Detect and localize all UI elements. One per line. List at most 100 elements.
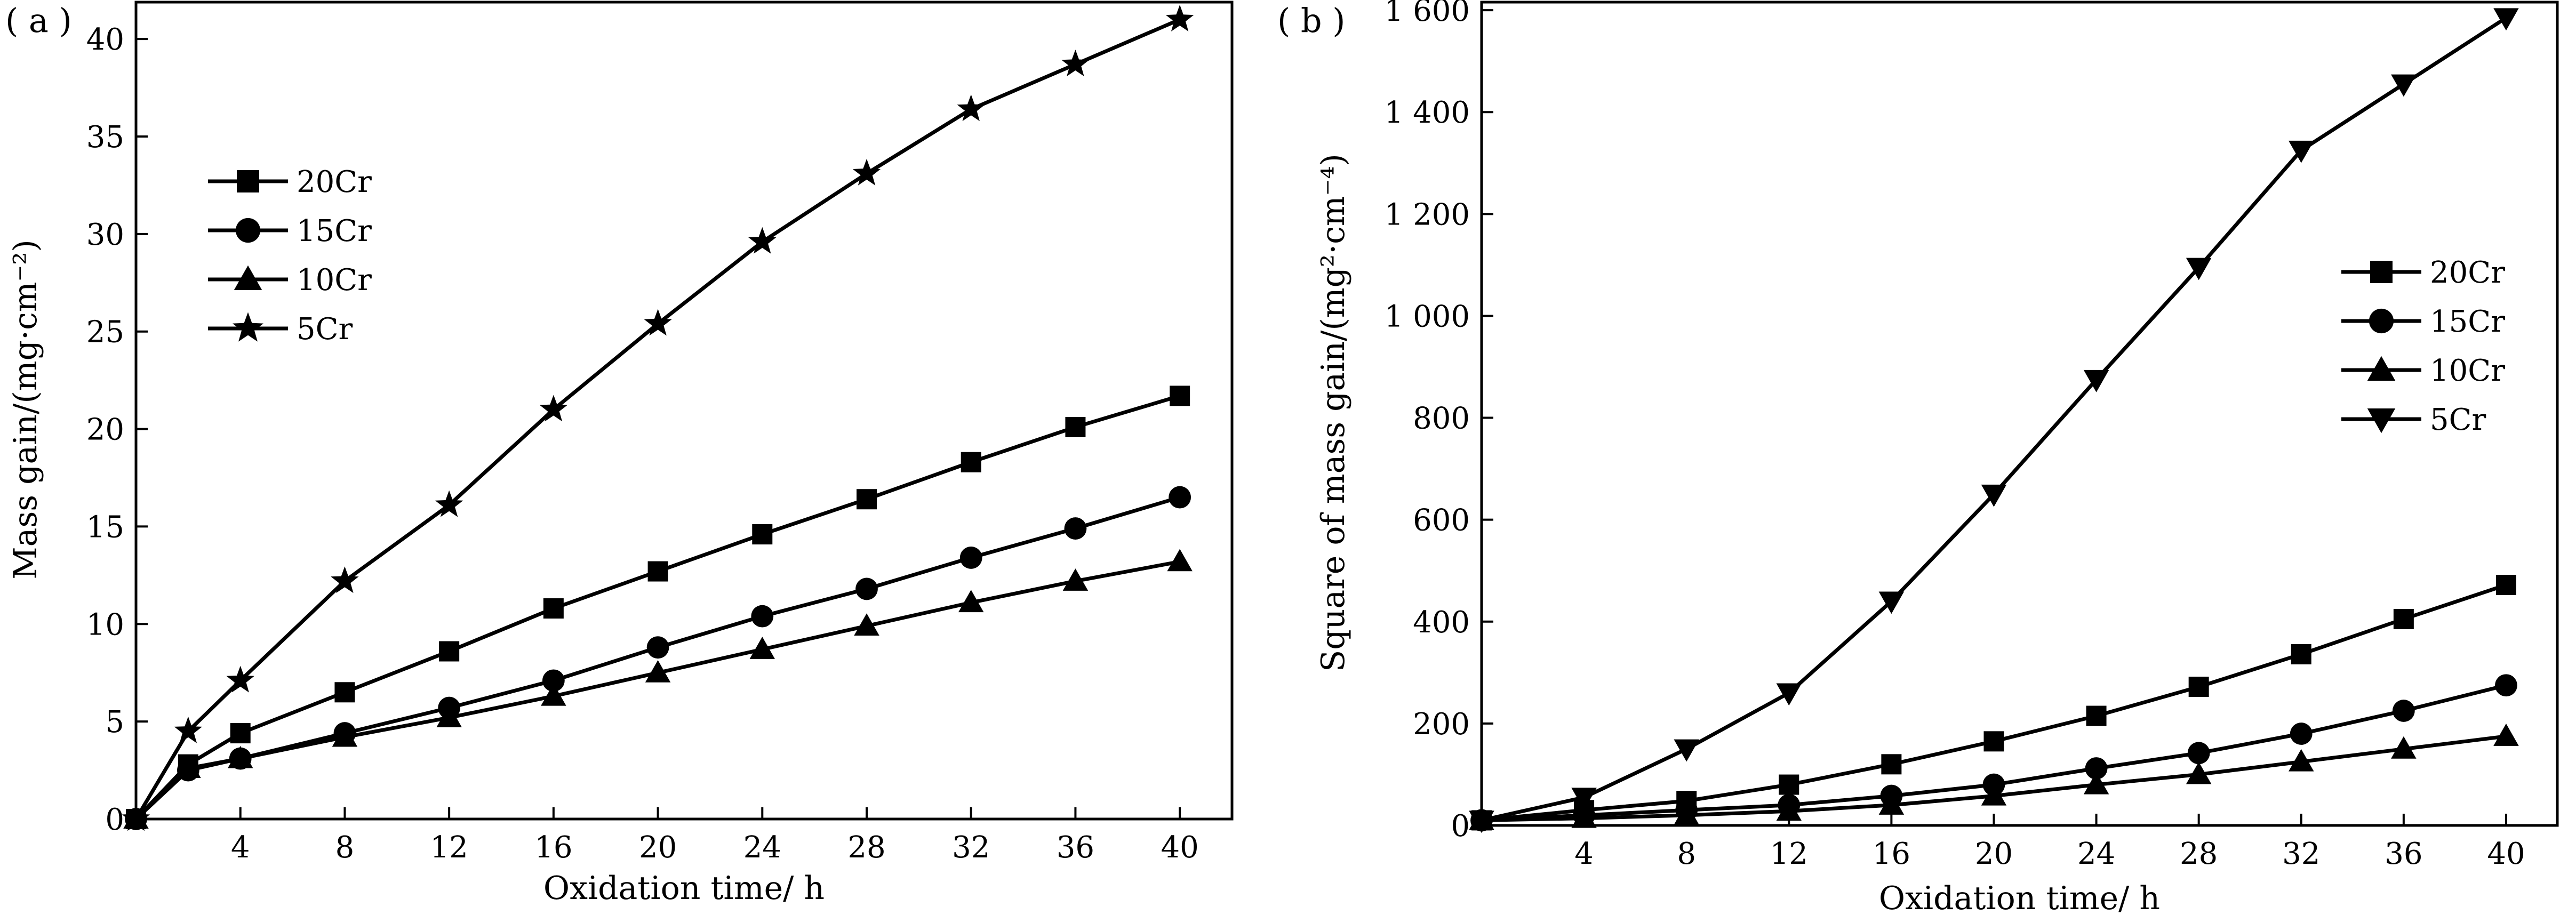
legend: 20Cr 15Cr 10Cr 5Cr xyxy=(2341,255,2505,437)
data-point xyxy=(852,158,881,186)
series-10Cr xyxy=(1469,724,2519,830)
x-tick-label: 12 xyxy=(430,830,468,865)
x-tick-label: 20 xyxy=(639,830,677,865)
series-line xyxy=(134,559,1180,821)
x-tick-label: 36 xyxy=(2385,837,2422,871)
data-point xyxy=(2289,140,2314,163)
data-point xyxy=(439,641,460,662)
y-tick-label: 800 xyxy=(1413,402,1470,436)
legend-entry: 5Cr xyxy=(208,312,353,347)
legend-label: 20Cr xyxy=(297,165,372,199)
data-point xyxy=(539,395,568,422)
data-point xyxy=(2493,724,2519,746)
data-point xyxy=(1878,591,1905,614)
y-tick-label: 200 xyxy=(1413,707,1470,742)
legend-entry: 15Cr xyxy=(208,214,372,248)
x-tick-label: 28 xyxy=(2180,837,2218,871)
legend-entry: 10Cr xyxy=(208,263,372,298)
data-point xyxy=(2188,677,2209,697)
series-10Cr xyxy=(123,549,1193,829)
data-point xyxy=(1776,798,1802,821)
y-tick-label: 0 xyxy=(105,802,124,837)
legend-entry: 15Cr xyxy=(2341,304,2505,339)
data-point xyxy=(2291,644,2311,664)
data-point xyxy=(1170,386,1190,406)
panel-label: ( a ) xyxy=(5,1,72,40)
data-point xyxy=(958,590,984,613)
data-point xyxy=(752,524,773,545)
x-tick-label: 24 xyxy=(743,830,781,865)
x-axis-label: Oxidation time/ h xyxy=(543,870,825,907)
plot-frame xyxy=(1480,1,2559,827)
data-point xyxy=(1065,416,1086,437)
data-point xyxy=(644,309,672,336)
x-tick-label: 4 xyxy=(1574,837,1594,871)
data-point xyxy=(1674,739,1699,762)
series-20Cr xyxy=(126,386,1190,829)
data-point xyxy=(1881,754,1902,775)
y-tick-label: 15 xyxy=(86,510,124,544)
legend-label: 5Cr xyxy=(297,312,353,347)
data-point xyxy=(2495,574,2516,595)
data-point xyxy=(1165,5,1194,31)
data-point xyxy=(2186,258,2212,280)
legend-label: 15Cr xyxy=(2430,304,2505,339)
legend-marker xyxy=(2367,356,2396,381)
x-tick-label: 4 xyxy=(231,830,250,865)
legend-entry: 10Cr xyxy=(2341,354,2505,388)
legend-label: 15Cr xyxy=(297,214,372,248)
y-tick-label: 0 xyxy=(1451,809,1470,844)
data-point xyxy=(226,665,254,693)
y-tick-label: 40 xyxy=(86,22,124,57)
y-tick-label: 20 xyxy=(86,413,124,447)
chart-panel-a: 4 8 12 16 20 24 28 32 36 40 0 5 10 15 20 25 30 35 40 Oxidat… xyxy=(5,1,1234,907)
legend-label: 20Cr xyxy=(2430,255,2505,290)
x-tick-label: 40 xyxy=(1161,830,1199,865)
data-point xyxy=(2085,757,2108,780)
panel-label: ( b ) xyxy=(1277,1,1345,40)
legend: 20Cr 15Cr 10Cr 5Cr xyxy=(208,165,372,347)
y-tick-label: 1 600 xyxy=(1385,0,1470,28)
y-tick-label: 5 xyxy=(105,705,124,740)
x-tick-label: 32 xyxy=(2282,837,2320,871)
data-point xyxy=(855,577,878,600)
y-tick-label: 30 xyxy=(86,218,124,252)
data-point xyxy=(122,804,150,831)
y-tick-label: 35 xyxy=(86,120,124,155)
data-point xyxy=(436,705,462,727)
legend-label: 10Cr xyxy=(297,263,372,298)
y-tick-label: 1 400 xyxy=(1385,95,1470,130)
legend-label: 5Cr xyxy=(2430,403,2486,437)
data-point xyxy=(1571,805,1597,828)
data-point xyxy=(227,745,253,768)
data-point xyxy=(2083,772,2109,794)
data-point xyxy=(2493,8,2519,31)
data-point xyxy=(857,489,877,510)
data-point xyxy=(2393,609,2414,629)
data-point xyxy=(334,682,355,703)
data-point xyxy=(1062,568,1089,591)
data-point xyxy=(2495,674,2517,697)
data-point xyxy=(1469,810,1494,833)
data-point xyxy=(230,723,251,744)
data-point xyxy=(961,452,981,472)
series-5Cr xyxy=(122,5,1194,831)
data-point xyxy=(957,94,985,122)
x-tick-label: 20 xyxy=(1975,837,2013,871)
x-axis-label: Oxidation time/ h xyxy=(1879,880,2160,915)
legend-entry: 20Cr xyxy=(208,165,372,199)
data-point xyxy=(2187,742,2210,765)
legend-label: 10Cr xyxy=(2430,354,2505,388)
data-point xyxy=(2392,700,2415,722)
data-point xyxy=(2289,749,2314,772)
data-point xyxy=(175,756,201,778)
x-tick-label: 16 xyxy=(1873,837,1910,871)
legend-marker xyxy=(2370,261,2393,283)
legend-marker xyxy=(233,312,263,342)
y-tick-label: 400 xyxy=(1413,605,1470,640)
x-tick-label: 12 xyxy=(1770,837,1808,871)
data-point xyxy=(1167,549,1193,572)
data-point xyxy=(2391,74,2417,97)
